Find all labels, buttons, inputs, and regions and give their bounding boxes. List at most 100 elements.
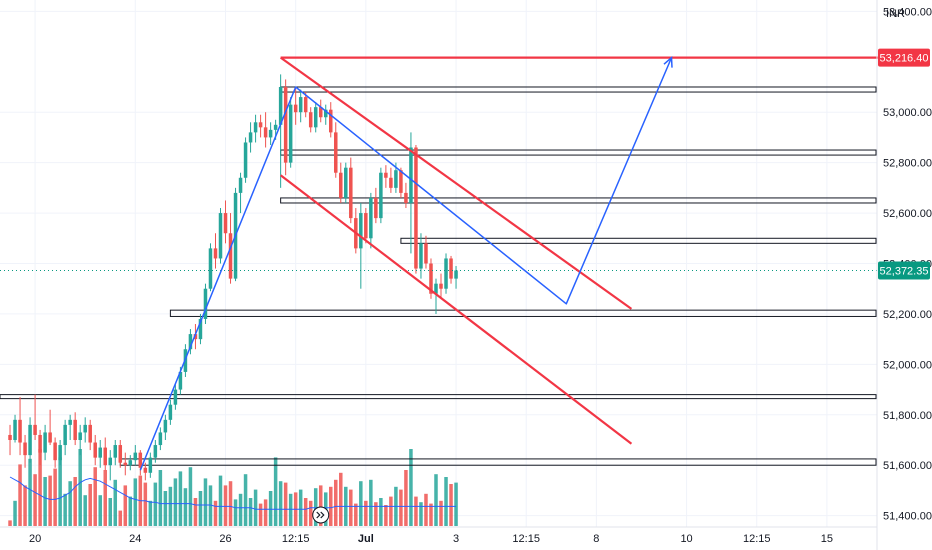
volume-bar <box>208 485 213 526</box>
candle-body <box>334 132 338 173</box>
volume-bar <box>118 510 123 526</box>
candle-body <box>308 112 313 128</box>
volume-bar <box>163 491 168 526</box>
candle-body <box>263 127 268 138</box>
support-zone <box>0 394 877 400</box>
volume-bar <box>273 457 278 526</box>
candle-body <box>424 243 428 264</box>
volume-bar <box>349 489 353 526</box>
price-labels: 53,216.40 52,372.35 <box>878 48 930 280</box>
last-price-tag <box>878 261 930 280</box>
volume-bar <box>123 485 128 526</box>
time-tick-label: 8 <box>593 533 599 545</box>
candle-body <box>283 86 288 163</box>
volume-bar <box>108 498 113 526</box>
candle-body <box>118 445 123 463</box>
candle-body <box>409 147 413 203</box>
price-tick-label: 51,600.00 <box>883 460 932 472</box>
candle-body <box>103 447 107 466</box>
volume-bar <box>58 457 62 526</box>
support-zone <box>400 237 877 244</box>
currency-label: INR <box>886 8 905 20</box>
candle-body <box>133 452 138 461</box>
candle-body <box>374 197 378 219</box>
candle-body <box>298 97 303 113</box>
volume-bar <box>103 470 107 526</box>
candle-body <box>454 270 458 279</box>
candle-body <box>18 419 22 443</box>
candle-body <box>278 86 283 125</box>
volume-ma-line <box>9 476 457 510</box>
price-tick-label: 53,000.00 <box>883 107 932 119</box>
volume-bar <box>53 468 57 526</box>
candle-body <box>138 452 143 468</box>
price-tick-label: 52,200.00 <box>883 309 932 321</box>
volume-bar <box>313 488 318 526</box>
candle-body <box>198 318 203 340</box>
volume-bar <box>404 470 408 526</box>
price-axis[interactable]: 53,400.0053,000.0052,800.0052,600.0052,4… <box>883 6 932 522</box>
volume-bar <box>63 493 67 526</box>
volume-bar <box>424 493 428 526</box>
volume-bar <box>308 500 313 526</box>
candle-body <box>369 197 373 239</box>
candle-body <box>399 170 403 193</box>
candle-body <box>163 419 168 433</box>
candle-body <box>28 424 32 456</box>
candle-body <box>68 419 72 425</box>
time-tick-label: 10 <box>680 533 692 545</box>
volume-bar <box>33 474 37 526</box>
marked-price-label: 53,216.40 <box>880 53 929 65</box>
volume-bar <box>409 449 413 526</box>
candle-body <box>349 167 353 219</box>
candle-body <box>8 434 12 441</box>
volume-bar <box>193 498 198 526</box>
candle-body <box>58 445 62 461</box>
candle-body <box>439 283 443 289</box>
candle-body <box>98 447 102 458</box>
candle-body <box>63 424 67 446</box>
candle-body <box>158 432 163 446</box>
price-tick-label: 52,600.00 <box>883 208 932 220</box>
candle-body <box>329 109 333 133</box>
candle-body <box>419 243 423 269</box>
volume-bar <box>354 503 358 526</box>
volume-bar <box>379 498 383 526</box>
zones-layer <box>0 86 877 466</box>
volume-bar <box>83 495 87 526</box>
support-zone <box>280 197 877 204</box>
candle-body <box>128 460 133 466</box>
volume-bar <box>329 486 333 526</box>
candle-body <box>113 445 118 458</box>
candle-body <box>208 248 213 289</box>
volume-bar <box>454 482 458 526</box>
candle-body <box>444 258 448 289</box>
channel-line <box>279 56 633 310</box>
candle-body <box>303 97 308 113</box>
time-tick-label: 12:15 <box>282 533 310 545</box>
price-tick-label: 51,800.00 <box>883 410 932 422</box>
price-tick-label: 52,800.00 <box>883 158 932 170</box>
arrow-right-double-icon <box>312 506 330 524</box>
candle-body <box>23 442 27 456</box>
time-axis-badge[interactable] <box>312 506 330 524</box>
candle-body <box>273 124 278 130</box>
volume-bar <box>68 481 72 526</box>
arrow-chevron <box>320 511 325 519</box>
volume-bar <box>268 491 273 526</box>
time-tick-label: 12:15 <box>512 533 540 545</box>
volume-bar <box>48 475 52 526</box>
time-tick-label: 20 <box>29 533 41 545</box>
volume-bar <box>78 449 82 526</box>
volume-bar <box>384 505 388 526</box>
volume-bar <box>243 474 248 526</box>
volume-bar <box>23 485 27 526</box>
candle-body <box>48 432 52 443</box>
time-tick-label: 26 <box>219 533 231 545</box>
time-axis[interactable]: 20 24 26 12:15 Jul 3 12:15 8 10 12:15 15 <box>29 533 833 545</box>
candle-body <box>253 122 258 133</box>
candle-body <box>404 192 408 203</box>
candle-body <box>384 172 388 178</box>
